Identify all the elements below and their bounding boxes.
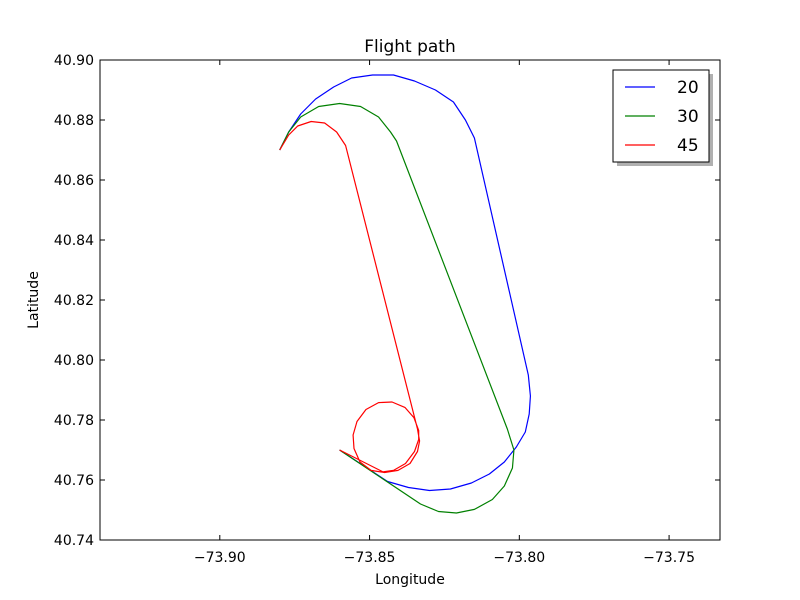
axis-ticks: −73.90 −73.85 −73.80 −73.75 40.74 40.76 40.78 4…	[54, 53, 720, 566]
x-axis-label: Longitude	[375, 572, 445, 588]
y-tick-label: 40.84	[54, 233, 94, 249]
legend-label: 30	[677, 107, 699, 127]
y-tick-label: 40.78	[54, 413, 94, 429]
x-tick-label: −73.90	[194, 550, 246, 566]
x-tick-label: −73.80	[493, 550, 545, 566]
plot-area	[279, 74, 532, 514]
x-tick-label: −73.85	[344, 550, 396, 566]
series-line-20	[279, 74, 532, 492]
x-tick-label: −73.75	[643, 550, 695, 566]
y-tick-label: 40.76	[54, 473, 94, 489]
y-tick-label: 40.86	[54, 173, 94, 189]
y-tick-label: 40.90	[54, 53, 94, 69]
chart-title: Flight path	[364, 37, 456, 57]
y-axis-label: Latitude	[26, 271, 42, 329]
y-tick-label: 40.88	[54, 113, 94, 129]
series-line-45	[279, 120, 421, 474]
legend: 20 30 45	[612, 69, 713, 166]
series-line-30	[279, 102, 515, 514]
y-tick-label: 40.82	[54, 293, 94, 309]
y-tick-label: 40.74	[54, 533, 94, 549]
legend-label: 20	[677, 78, 699, 98]
legend-label: 45	[677, 136, 699, 156]
y-tick-label: 40.80	[54, 353, 94, 369]
